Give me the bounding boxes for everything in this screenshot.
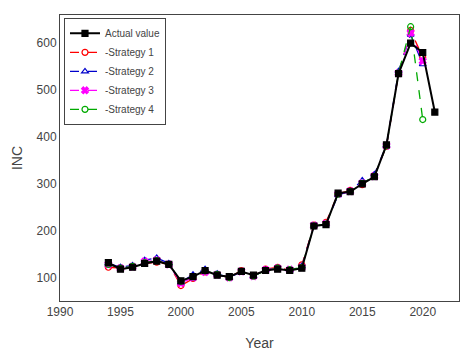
svg-text:1990: 1990 <box>47 305 74 319</box>
svg-text:-Strategy 4: -Strategy 4 <box>105 104 154 115</box>
svg-text:2005: 2005 <box>228 305 255 319</box>
svg-text:2015: 2015 <box>349 305 376 319</box>
svg-text:2020: 2020 <box>409 305 436 319</box>
svg-text:INC: INC <box>9 146 25 170</box>
svg-text:200: 200 <box>37 224 57 238</box>
svg-text:400: 400 <box>37 130 57 144</box>
svg-text:Year: Year <box>245 335 274 351</box>
svg-text:2000: 2000 <box>168 305 195 319</box>
svg-text:600: 600 <box>37 36 57 50</box>
svg-text:1995: 1995 <box>107 305 134 319</box>
svg-text:-Strategy 3: -Strategy 3 <box>105 85 154 96</box>
svg-text:2010: 2010 <box>288 305 315 319</box>
svg-text:300: 300 <box>37 177 57 191</box>
svg-text:100: 100 <box>37 271 57 285</box>
svg-text:-Strategy 2: -Strategy 2 <box>105 66 154 77</box>
svg-text:-Strategy 1: -Strategy 1 <box>105 47 154 58</box>
svg-text:500: 500 <box>37 83 57 97</box>
svg-text:Actual value: Actual value <box>105 28 160 39</box>
